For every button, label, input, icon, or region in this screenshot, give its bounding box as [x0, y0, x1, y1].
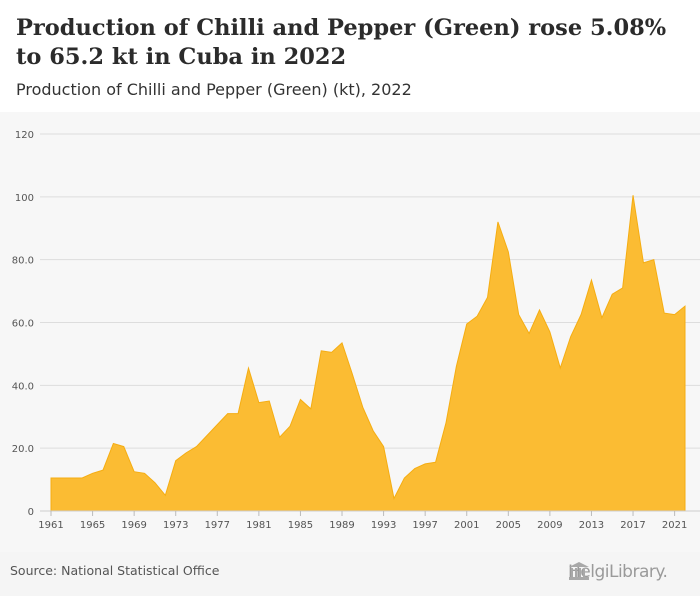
library-building-icon [569, 562, 589, 580]
data-point[interactable] [465, 322, 469, 326]
data-point[interactable] [174, 459, 178, 463]
data-point[interactable] [80, 476, 84, 480]
data-point[interactable] [537, 308, 541, 312]
data-point[interactable] [195, 445, 199, 449]
x-tick-label: 1965 [80, 520, 105, 531]
data-point[interactable] [486, 295, 490, 299]
data-point[interactable] [298, 397, 302, 401]
data-point[interactable] [548, 330, 552, 334]
x-tick-label: 2021 [662, 520, 687, 531]
data-point[interactable] [236, 412, 240, 416]
data-point[interactable] [330, 350, 334, 354]
x-tick-label: 1969 [121, 520, 146, 531]
data-point[interactable] [122, 445, 126, 449]
x-tick-label: 1989 [329, 520, 354, 531]
y-tick-label: 60.0 [12, 319, 34, 330]
data-point[interactable] [558, 366, 562, 370]
data-point[interactable] [423, 462, 427, 466]
data-point[interactable] [496, 220, 500, 224]
helgilibrary-logo[interactable]: HelgiLibrary. [568, 561, 668, 583]
y-tick-label: 20.0 [12, 444, 34, 455]
data-point[interactable] [132, 470, 136, 474]
data-point[interactable] [288, 424, 292, 428]
x-tick-label: 2009 [537, 520, 562, 531]
data-point[interactable] [475, 314, 479, 318]
data-point[interactable] [444, 421, 448, 425]
chart-area: 0 20.0 40.0 60.0 80.0 100 120 1961 1965 1969 1973 1… [0, 112, 700, 552]
data-point[interactable] [600, 316, 604, 320]
data-point[interactable] [413, 467, 417, 471]
data-point[interactable] [361, 405, 365, 409]
chart-title: Production of Chilli and Pepper (Green) … [16, 15, 667, 70]
x-tick-label: 2017 [620, 520, 645, 531]
data-point[interactable] [184, 451, 188, 455]
data-point[interactable] [517, 313, 521, 317]
data-point[interactable] [371, 429, 375, 433]
data-point[interactable] [434, 460, 438, 464]
x-tick-label: 1993 [371, 520, 396, 531]
x-tick-label: 1961 [38, 520, 63, 531]
data-point[interactable] [153, 481, 157, 485]
data-point[interactable] [163, 493, 167, 497]
data-point[interactable] [454, 364, 458, 368]
x-tick-label: 1977 [205, 520, 230, 531]
area-series [50, 195, 686, 512]
y-tick-label: 120 [15, 130, 34, 141]
data-point[interactable] [610, 292, 614, 296]
data-point[interactable] [205, 434, 209, 438]
data-point[interactable] [309, 407, 313, 411]
x-tick-label: 1997 [412, 520, 437, 531]
data-point[interactable] [382, 445, 386, 449]
x-tick-label: 1973 [163, 520, 188, 531]
data-point[interactable] [70, 476, 74, 480]
data-point[interactable] [589, 278, 593, 282]
data-point[interactable] [246, 366, 250, 370]
data-point[interactable] [641, 261, 645, 265]
data-point[interactable] [111, 441, 115, 445]
y-tick-label: 40.0 [12, 381, 34, 392]
y-tick-label: 0 [28, 507, 34, 518]
data-point[interactable] [662, 311, 666, 315]
area-chart: 0 20.0 40.0 60.0 80.0 100 120 1961 1965 1969 1973 1… [12, 130, 700, 531]
data-point[interactable] [683, 304, 687, 308]
data-point[interactable] [402, 476, 406, 480]
data-point[interactable] [579, 313, 583, 317]
data-point[interactable] [319, 349, 323, 353]
x-tick-label: 2005 [496, 520, 521, 531]
data-point[interactable] [652, 258, 656, 262]
x-tick-label: 2001 [454, 520, 479, 531]
x-tick-label: 1981 [246, 520, 271, 531]
chart-subtitle: Production of Chilli and Pepper (Green) … [16, 80, 412, 99]
logo-text: HelgiLibrary. [568, 562, 668, 582]
data-point[interactable] [569, 335, 573, 339]
data-point[interactable] [631, 193, 635, 197]
data-point[interactable] [673, 313, 677, 317]
data-point[interactable] [506, 250, 510, 254]
data-point[interactable] [340, 341, 344, 345]
data-point[interactable] [392, 496, 396, 500]
x-tick-label: 2013 [579, 520, 604, 531]
header: Production of Chilli and Pepper (Green) … [0, 0, 700, 112]
data-point[interactable] [91, 471, 95, 475]
data-point[interactable] [621, 286, 625, 290]
data-point[interactable] [527, 331, 531, 335]
data-point[interactable] [226, 412, 230, 416]
data-point[interactable] [215, 423, 219, 427]
data-point[interactable] [350, 372, 354, 376]
data-point[interactable] [257, 401, 261, 405]
data-point[interactable] [59, 476, 63, 480]
data-point[interactable] [267, 399, 271, 403]
y-tick-label: 100 [15, 193, 34, 204]
data-point[interactable] [143, 471, 147, 475]
data-point[interactable] [49, 476, 53, 480]
y-tick-label: 80.0 [12, 256, 34, 267]
data-point[interactable] [101, 468, 105, 472]
data-point[interactable] [278, 435, 282, 439]
source-note: Source: National Statistical Office [10, 563, 220, 578]
x-tick-label: 1985 [288, 520, 313, 531]
